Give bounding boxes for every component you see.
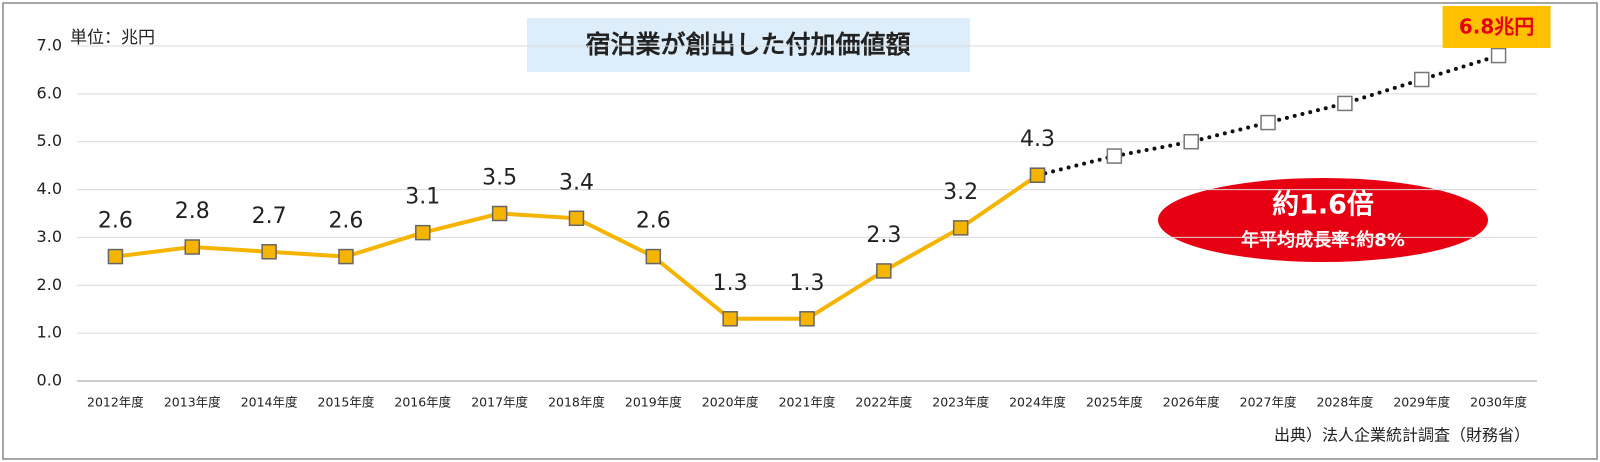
value-label: 3.4 bbox=[559, 170, 594, 195]
x-tick-label: 2028年度 bbox=[1316, 395, 1373, 410]
x-tick-label: 2030年度 bbox=[1470, 395, 1527, 410]
value-label: 2.7 bbox=[252, 204, 287, 229]
x-tick-label: 2013年度 bbox=[164, 395, 221, 410]
callout-ellipse bbox=[1158, 178, 1488, 262]
value-label: 2.6 bbox=[328, 209, 363, 234]
value-label: 6.8兆円 bbox=[1459, 15, 1534, 39]
value-label: 1.3 bbox=[713, 271, 748, 296]
y-tick-label: 2.0 bbox=[37, 275, 62, 294]
value-label: 2.3 bbox=[866, 223, 901, 248]
value-label: 2.6 bbox=[98, 209, 133, 234]
marker bbox=[1337, 95, 1353, 112]
marker bbox=[799, 311, 815, 327]
value-label: 2.8 bbox=[175, 199, 210, 224]
value-label-box bbox=[1442, 6, 1551, 48]
marker bbox=[1260, 114, 1276, 131]
marker bbox=[338, 248, 354, 265]
x-tick-label: 2026年度 bbox=[1163, 395, 1220, 410]
x-tick-label: 2014年度 bbox=[241, 395, 298, 410]
callout-subtitle: 年平均成長率:約8% bbox=[1241, 229, 1405, 251]
marker bbox=[1490, 47, 1507, 64]
unit-label: 単位：兆円 bbox=[70, 28, 155, 48]
y-tick-label: 4.0 bbox=[37, 179, 62, 198]
x-tick-label: 2016年度 bbox=[394, 395, 451, 410]
value-label: 3.2 bbox=[943, 180, 978, 205]
marker bbox=[107, 248, 124, 265]
marker bbox=[1183, 133, 1199, 150]
y-tick-label: 6.0 bbox=[37, 83, 62, 102]
x-tick-label: 2023年度 bbox=[932, 395, 989, 410]
value-label: 3.1 bbox=[405, 185, 440, 210]
value-label: 1.3 bbox=[790, 271, 825, 296]
x-tick-label: 2024年度 bbox=[1009, 395, 1066, 410]
marker bbox=[1106, 148, 1123, 164]
callout-title: 約1.6倍 bbox=[1272, 189, 1374, 221]
chart-title: 宿泊業が創出した付加価値額 bbox=[585, 30, 910, 59]
y-tick-label: 3.0 bbox=[37, 227, 62, 246]
marker bbox=[722, 311, 738, 327]
y-tick-label: 5.0 bbox=[37, 131, 62, 150]
y-tick-label: 1.0 bbox=[37, 323, 62, 342]
y-tick-label: 7.0 bbox=[37, 36, 62, 55]
x-tick-label: 2017年度 bbox=[471, 395, 528, 410]
source: 出典）法人企業統計調査（財務省） bbox=[1274, 426, 1530, 445]
x-tick-label: 2029年度 bbox=[1393, 395, 1450, 410]
marker bbox=[184, 239, 201, 255]
x-tick-label: 2020年度 bbox=[702, 395, 759, 410]
x-tick-label: 2015年度 bbox=[318, 395, 375, 410]
x-tick-label: 2021年度 bbox=[779, 395, 836, 410]
y-tick-label: 0.0 bbox=[37, 371, 62, 390]
marker bbox=[952, 220, 969, 236]
x-tick-label: 2018年度 bbox=[548, 395, 605, 410]
marker bbox=[415, 224, 431, 241]
marker bbox=[261, 244, 277, 260]
marker bbox=[568, 210, 585, 227]
x-tick-label: 2019年度 bbox=[625, 395, 682, 410]
x-tick-label: 2025年度 bbox=[1086, 395, 1143, 410]
marker bbox=[876, 263, 892, 279]
title-box bbox=[527, 18, 970, 72]
value-label: 3.5 bbox=[482, 166, 517, 191]
x-tick-label: 2022年度 bbox=[855, 395, 912, 410]
marker bbox=[645, 248, 662, 265]
marker bbox=[491, 205, 508, 222]
x-tick-label: 2027年度 bbox=[1240, 395, 1297, 410]
marker bbox=[1413, 71, 1430, 88]
x-tick-label: 2012年度 bbox=[87, 395, 144, 410]
value-label: 4.3 bbox=[1020, 127, 1055, 152]
marker bbox=[1029, 167, 1046, 183]
value-label: 2.6 bbox=[636, 209, 671, 234]
